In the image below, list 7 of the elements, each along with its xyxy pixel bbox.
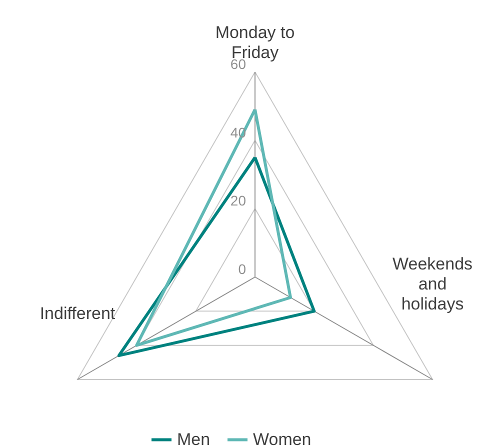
spoke-label: Indifferent — [40, 304, 116, 323]
y-tick-label: 20 — [230, 192, 246, 209]
spoke-label: Weekends and holidays — [392, 254, 473, 314]
legend-label: Women — [253, 430, 312, 448]
legend-label: Men — [177, 430, 210, 448]
y-tick-label: 0 — [238, 261, 246, 277]
spoke-label: Monday to Friday — [215, 23, 295, 62]
